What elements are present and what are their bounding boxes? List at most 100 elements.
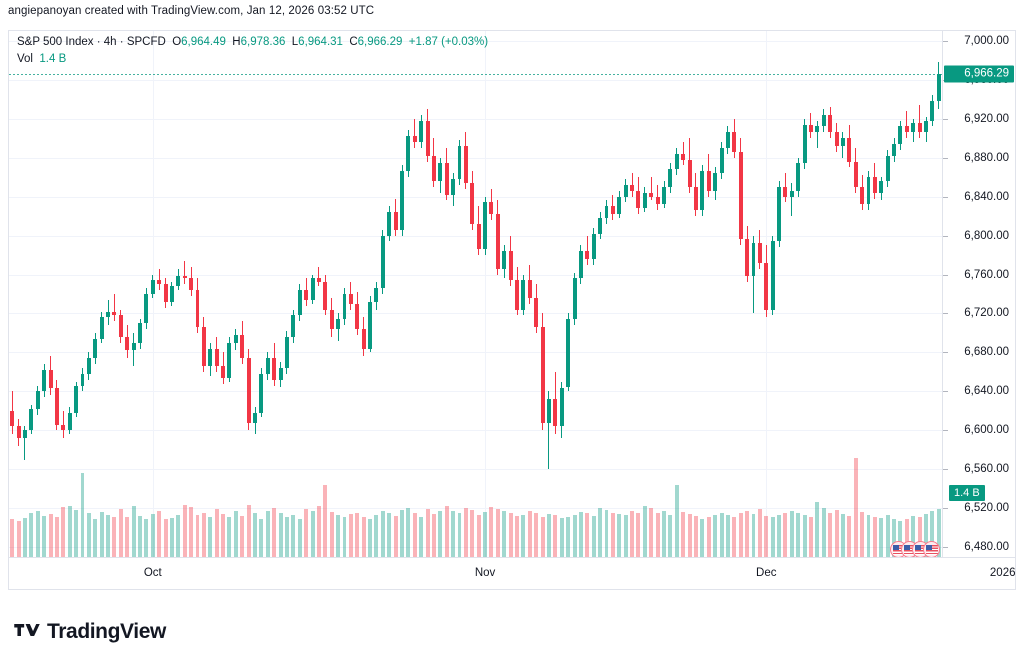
current-price-badge[interactable]: 6,966.29 <box>944 65 1014 83</box>
price-tick-mark <box>943 430 948 432</box>
candle-body <box>86 358 91 374</box>
us-flag-event-icon[interactable] <box>923 541 940 557</box>
candle-body <box>253 412 257 423</box>
volume-bar <box>662 510 666 557</box>
volume-bar <box>253 513 257 557</box>
candle-body <box>463 145 468 183</box>
vertical-gridline <box>485 31 487 557</box>
volume-bar <box>489 507 494 557</box>
candle-body <box>719 147 724 174</box>
volume-bar <box>138 515 142 557</box>
attribution-text: angiepanoyan created with TradingView.co… <box>8 5 375 17</box>
candle-body <box>393 212 398 230</box>
candle-body <box>598 218 603 234</box>
volume-bar <box>240 515 245 557</box>
volume-bar <box>559 518 564 557</box>
flag-stripes <box>904 545 916 555</box>
volume-bar <box>783 512 788 557</box>
candle-body <box>649 192 654 197</box>
tradingview-logo: TradingView <box>14 620 166 644</box>
price-tick-mark <box>943 274 948 276</box>
candle-body <box>93 338 98 359</box>
price-tick-mark <box>943 313 948 315</box>
candle-body <box>348 294 353 304</box>
candle-body <box>770 241 775 310</box>
candle-body <box>604 206 609 219</box>
candle-body <box>106 311 111 318</box>
candle-body <box>898 126 903 144</box>
volume-bar <box>655 512 660 557</box>
candle-body <box>10 410 15 427</box>
candle-body <box>853 161 858 187</box>
flag-canton <box>904 545 910 550</box>
candle-body <box>112 311 117 316</box>
candle-body <box>470 182 475 224</box>
flag-canton <box>893 545 899 550</box>
candle-wick <box>318 266 320 287</box>
horizontal-gridline <box>9 157 942 159</box>
candle-body <box>866 177 871 205</box>
candle-body <box>700 171 705 211</box>
candle-body <box>809 124 813 133</box>
price-tick-mark <box>943 469 948 471</box>
candle-wick <box>184 260 186 285</box>
volume-bar <box>636 513 641 557</box>
candle-body <box>35 391 40 409</box>
tradingview-wordmark: TradingView <box>47 620 166 643</box>
volume-bar <box>374 514 379 557</box>
volume-bar <box>214 509 219 557</box>
time-axis-label: Nov <box>474 567 496 579</box>
volume-bar <box>163 519 168 557</box>
volume-bar <box>406 507 411 557</box>
price-axis-label: 6,640.00 <box>964 385 1009 398</box>
price-axis[interactable]: 7,000.006,960.006,920.006,880.006,840.00… <box>942 31 1015 557</box>
candle-body <box>783 186 788 197</box>
volume-bar <box>789 510 794 557</box>
volume-bar <box>278 512 283 557</box>
candle-body <box>342 294 347 320</box>
volume-bar <box>853 457 858 557</box>
candle-body <box>847 138 852 162</box>
volume-bar <box>285 516 289 557</box>
volume-bar <box>732 517 737 557</box>
volume-bar <box>348 513 353 557</box>
candle-body <box>547 399 551 423</box>
candle-body <box>99 317 104 339</box>
candle-body <box>764 262 769 310</box>
volume-bar <box>879 518 884 557</box>
horizontal-gridline <box>9 469 942 471</box>
volume-bar <box>176 514 181 557</box>
candle-body <box>150 280 155 294</box>
candle-body <box>131 342 136 351</box>
candle-body <box>553 399 558 427</box>
volume-bar <box>61 507 66 557</box>
volume-bar <box>917 517 922 557</box>
volume-bar <box>265 510 270 557</box>
volume-bar <box>527 510 532 557</box>
time-axis-label: 2026 <box>989 567 1016 579</box>
volume-bar <box>355 512 360 557</box>
economic-event-markers[interactable] <box>890 541 940 557</box>
candle-body <box>630 184 635 191</box>
candle-body <box>80 373 85 386</box>
candle-body <box>706 171 711 191</box>
volume-bar <box>272 507 277 557</box>
candle-body <box>329 309 334 330</box>
price-axis-label: 6,880.00 <box>964 151 1009 164</box>
time-axis[interactable]: Oct Nov Dec 2026 <box>9 557 1016 589</box>
candle-body <box>29 408 34 431</box>
candle-wick <box>62 410 64 439</box>
current-price-line <box>9 73 942 75</box>
horizontal-gridline <box>9 40 942 42</box>
volume-badge[interactable]: 1.4 B <box>949 485 985 502</box>
chart-pane[interactable] <box>9 31 942 557</box>
volume-bar <box>393 515 398 557</box>
candle-body <box>885 155 890 181</box>
candle-body <box>476 223 481 250</box>
volume-bar <box>412 512 417 557</box>
candle-body <box>623 184 628 197</box>
volume-bar <box>208 516 213 557</box>
horizontal-gridline <box>9 391 942 393</box>
candle-body <box>42 369 47 392</box>
